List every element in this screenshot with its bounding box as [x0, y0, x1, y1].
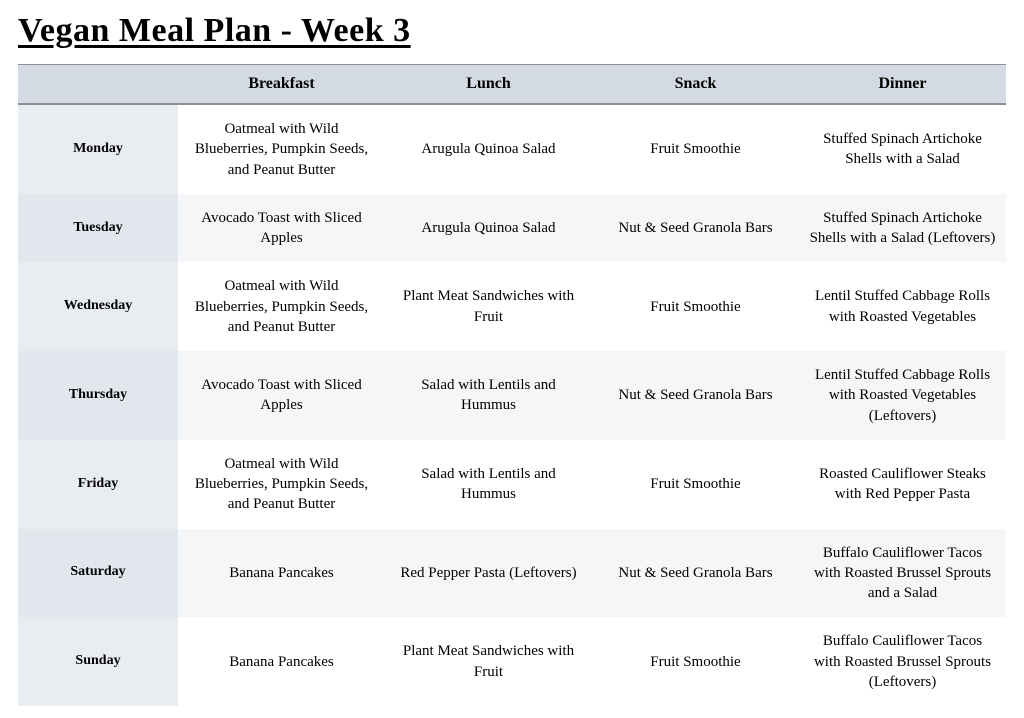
cell-lunch: Salad with Lentils and Hummus	[385, 440, 592, 529]
header-corner	[18, 65, 178, 105]
cell-snack: Nut & Seed Granola Bars	[592, 529, 799, 618]
day-label: Tuesday	[18, 194, 178, 263]
cell-dinner: Lentil Stuffed Cabbage Rolls with Roaste…	[799, 262, 1006, 351]
table-row: Monday Oatmeal with Wild Blueberries, Pu…	[18, 104, 1006, 194]
cell-breakfast: Avocado Toast with Sliced Apples	[178, 351, 385, 440]
table-row: Thursday Avocado Toast with Sliced Apple…	[18, 351, 1006, 440]
day-label: Saturday	[18, 529, 178, 618]
cell-lunch: Red Pepper Pasta (Leftovers)	[385, 529, 592, 618]
cell-snack: Fruit Smoothie	[592, 104, 799, 194]
day-label: Friday	[18, 440, 178, 529]
cell-lunch: Salad with Lentils and Hummus	[385, 351, 592, 440]
cell-dinner: Buffalo Cauliflower Tacos with Roasted B…	[799, 529, 1006, 618]
page-title: Vegan Meal Plan - Week 3	[18, 12, 1006, 50]
cell-snack: Fruit Smoothie	[592, 262, 799, 351]
table-row: Sunday Banana Pancakes Plant Meat Sandwi…	[18, 617, 1006, 706]
cell-snack: Fruit Smoothie	[592, 440, 799, 529]
cell-breakfast: Banana Pancakes	[178, 529, 385, 618]
day-label: Wednesday	[18, 262, 178, 351]
cell-lunch: Plant Meat Sandwiches with Fruit	[385, 262, 592, 351]
cell-dinner: Stuffed Spinach Artichoke Shells with a …	[799, 194, 1006, 263]
table-row: Tuesday Avocado Toast with Sliced Apples…	[18, 194, 1006, 263]
cell-breakfast: Oatmeal with Wild Blueberries, Pumpkin S…	[178, 440, 385, 529]
col-header-breakfast: Breakfast	[178, 65, 385, 105]
cell-lunch: Plant Meat Sandwiches with Fruit	[385, 617, 592, 706]
cell-snack: Nut & Seed Granola Bars	[592, 194, 799, 263]
day-label: Monday	[18, 104, 178, 194]
table-row: Saturday Banana Pancakes Red Pepper Past…	[18, 529, 1006, 618]
col-header-lunch: Lunch	[385, 65, 592, 105]
cell-breakfast: Banana Pancakes	[178, 617, 385, 706]
cell-dinner: Lentil Stuffed Cabbage Rolls with Roaste…	[799, 351, 1006, 440]
cell-breakfast: Avocado Toast with Sliced Apples	[178, 194, 385, 263]
col-header-dinner: Dinner	[799, 65, 1006, 105]
table-row: Friday Oatmeal with Wild Blueberries, Pu…	[18, 440, 1006, 529]
cell-breakfast: Oatmeal with Wild Blueberries, Pumpkin S…	[178, 104, 385, 194]
cell-dinner: Roasted Cauliflower Steaks with Red Pepp…	[799, 440, 1006, 529]
day-label: Thursday	[18, 351, 178, 440]
cell-dinner: Buffalo Cauliflower Tacos with Roasted B…	[799, 617, 1006, 706]
table-row: Wednesday Oatmeal with Wild Blueberries,…	[18, 262, 1006, 351]
cell-lunch: Arugula Quinoa Salad	[385, 104, 592, 194]
cell-snack: Fruit Smoothie	[592, 617, 799, 706]
day-label: Sunday	[18, 617, 178, 706]
cell-breakfast: Oatmeal with Wild Blueberries, Pumpkin S…	[178, 262, 385, 351]
cell-snack: Nut & Seed Granola Bars	[592, 351, 799, 440]
cell-dinner: Stuffed Spinach Artichoke Shells with a …	[799, 104, 1006, 194]
cell-lunch: Arugula Quinoa Salad	[385, 194, 592, 263]
meal-plan-table: Breakfast Lunch Snack Dinner Monday Oatm…	[18, 64, 1006, 706]
table-header-row: Breakfast Lunch Snack Dinner	[18, 65, 1006, 105]
col-header-snack: Snack	[592, 65, 799, 105]
